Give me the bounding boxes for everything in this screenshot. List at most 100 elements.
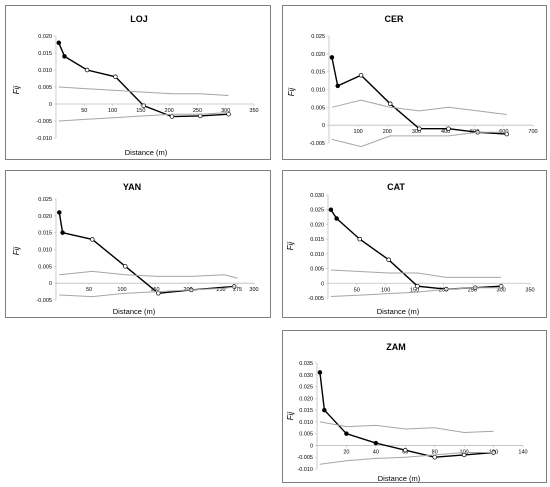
loj-title: LOJ	[130, 14, 148, 24]
zam-y-tick-label: 0.030	[299, 373, 313, 379]
cat-y-tick-label: 0.010	[310, 252, 324, 258]
cer-x-tick-label: 200	[383, 129, 392, 135]
loj-x-tick-label: 300	[221, 108, 230, 114]
chart-svg-cer: CER Fij -0.005 0 0.005 0.010 0.015 0.020 0.025 10…	[287, 14, 538, 148]
zam-y-tick-label: 0.010	[299, 420, 313, 426]
zam-lower-confidence-line	[319, 452, 494, 465]
cer-y-tick-label: 0.015	[311, 70, 325, 76]
cat-y-tick-label: -0.005	[308, 296, 324, 302]
cer-x-tick-label: 100	[354, 129, 363, 135]
zam-x-tick-label: 40	[373, 449, 379, 455]
yan-x-axis-label: Distance (m)	[113, 307, 156, 316]
zam-x-tick-label: 140	[518, 449, 527, 455]
loj-x-tick-label: 250	[193, 108, 202, 114]
zam-data-point	[403, 447, 408, 453]
loj-y-tick-label: 0.020	[38, 34, 52, 40]
yan-x-tick-label: 100	[117, 287, 126, 293]
zam-y-tick-label: 0.015	[299, 408, 313, 414]
loj-y-tick-label: 0.015	[38, 51, 52, 57]
zam-y-axis-label: Fij	[286, 412, 295, 421]
yan-lower-confidence-line	[59, 286, 238, 298]
chart-svg-cat: CAT Fij Distance (m) -0.005 0 0.005 0.010 0.015…	[286, 182, 535, 316]
cat-data-point	[357, 236, 362, 242]
cer-data-point	[417, 126, 422, 131]
cat-title: CAT	[387, 182, 405, 192]
zam-x-tick-label: 60	[402, 449, 408, 455]
loj-data-point	[226, 111, 231, 117]
cer-x-tick-label: 400	[441, 129, 450, 135]
yan-observed-line	[58, 212, 235, 295]
cat-data-point	[415, 283, 420, 289]
zam-y-tick-label: 0.020	[299, 396, 313, 402]
zam-data-point	[322, 407, 327, 413]
cer-y-axis-label: Fij	[287, 88, 296, 97]
yan-data-point	[90, 237, 95, 242]
cat-y-axis-label: Fij	[286, 242, 295, 251]
zam-data-point	[432, 454, 437, 460]
chart-panel-cat: CAT Fij Distance (m) -0.005 0 0.005 0.010 0.015…	[282, 170, 547, 318]
cat-y-tick-label: 0	[321, 281, 324, 287]
zam-observed-line	[319, 372, 494, 458]
zam-data-point	[461, 452, 467, 458]
cat-data-point	[386, 257, 391, 262]
loj-y-tick-label: -0.005	[36, 119, 52, 125]
yan-title: YAN	[123, 182, 141, 192]
cer-data-point	[446, 126, 451, 131]
cat-y-tick-label: 0.005	[310, 267, 324, 273]
yan-y-tick-label: 0.020	[38, 214, 52, 220]
cer-y-tick-label: 0.005	[311, 105, 325, 111]
loj-y-tick-label: -0.010	[36, 136, 52, 142]
cer-data-point	[387, 101, 393, 107]
cer-upper-confidence-line	[331, 99, 507, 115]
cer-y-tick-label: 0.010	[311, 88, 325, 94]
cer-y-tick-label: 0.025	[311, 34, 325, 40]
loj-data-point	[56, 40, 62, 46]
loj-x-tick-label: 200	[165, 108, 174, 114]
loj-y-axis-label: Fij	[12, 86, 21, 95]
cer-observed-line	[331, 57, 507, 135]
yan-x-tick-label: 275	[233, 287, 242, 293]
yan-x-tick-label: 50	[86, 287, 92, 293]
zam-title: ZAM	[386, 342, 406, 352]
zam-upper-confidence-line	[319, 421, 494, 434]
cat-y-tick-label: 0.025	[310, 208, 324, 214]
loj-lower-confidence-line	[58, 112, 229, 122]
loj-y-tick-label: 0.005	[38, 85, 52, 91]
zam-y-tick-label: 0.035	[299, 361, 313, 367]
chart-panel-cer: CER Fij -0.005 0 0.005 0.010 0.015 0.020 0.025 10…	[282, 5, 547, 160]
yan-data-point	[123, 264, 128, 269]
loj-y-tick-label: 0	[49, 102, 52, 108]
cat-x-tick-label: 100	[381, 287, 390, 293]
cer-y-tick-label: -0.005	[309, 141, 325, 147]
yan-y-axis-label: Fij	[12, 247, 21, 256]
loj-y-tick-label: 0.010	[38, 68, 52, 74]
yan-y-tick-label: 0.005	[38, 264, 52, 270]
yan-data-point	[60, 230, 65, 235]
cat-x-axis-label: Distance (m)	[377, 307, 420, 316]
loj-data-point	[113, 74, 118, 80]
cat-data-point	[328, 207, 334, 212]
yan-y-tick-label: -0.005	[36, 298, 52, 304]
loj-data-point	[169, 114, 175, 119]
zam-x-tick-label: 20	[343, 449, 349, 455]
zam-y-tick-label: 0	[310, 443, 313, 449]
loj-x-tick-label: 150	[136, 108, 145, 114]
chart-panel-loj: LOJ Fij Distance (m) -0.010 -0.005 0 0.005 0.01…	[5, 5, 271, 160]
cer-y-tick-label: 0.020	[311, 52, 325, 58]
chart-panel-zam: ZAM Fij Distance (m) -0.010 -0.005 0 0.005 0.01…	[282, 330, 547, 483]
loj-data-point	[84, 67, 90, 73]
chart-panel-yan: YAN Fij Distance (m) -0.005 0 0.005 0.010 0.015…	[5, 170, 271, 318]
cat-lower-confidence-line	[330, 287, 502, 297]
cer-title: CER	[384, 14, 404, 24]
loj-x-tick-label: 100	[108, 108, 117, 114]
cer-lower-confidence-line	[331, 131, 507, 148]
loj-upper-confidence-line	[58, 86, 229, 96]
cer-y-tick-label: 0	[322, 123, 325, 129]
yan-y-tick-label: 0.015	[38, 231, 52, 237]
yan-y-tick-label: 0.025	[38, 197, 52, 203]
cer-data-point	[358, 72, 364, 78]
loj-data-point	[141, 103, 146, 108]
cat-x-tick-label: 350	[525, 287, 534, 293]
yan-x-tick-label: 250	[216, 287, 225, 293]
yan-data-point	[57, 210, 62, 215]
